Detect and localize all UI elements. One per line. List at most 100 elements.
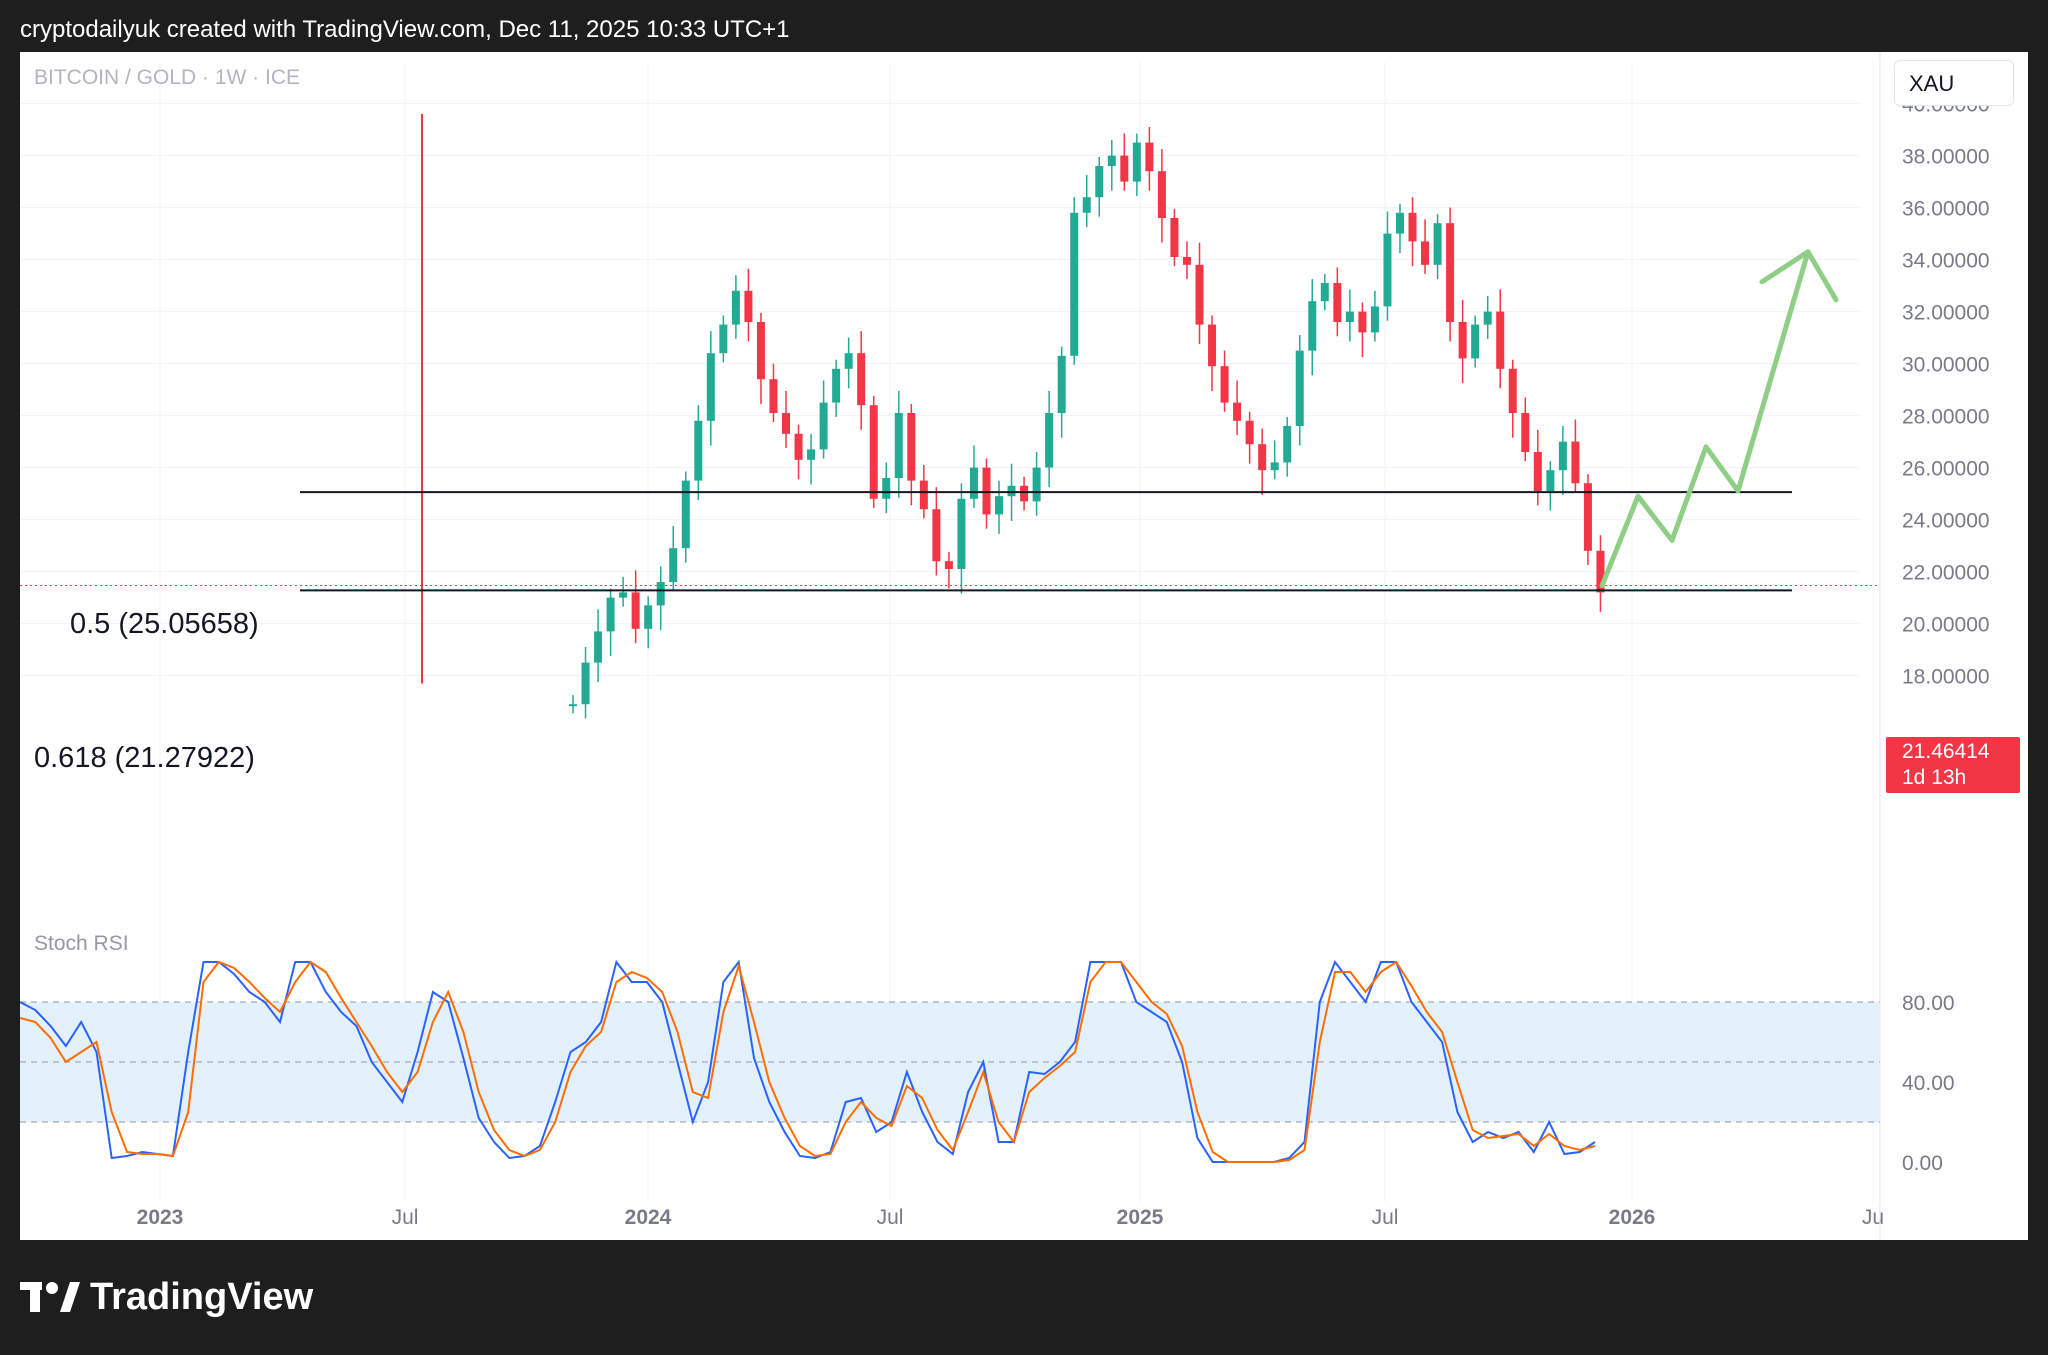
candle-body <box>907 413 916 481</box>
candle-body <box>1208 324 1217 367</box>
candle-body <box>1546 470 1555 491</box>
chart-canvas[interactable]: 18.00000 20.00000 22.00000 24.00000 26.00000… <box>20 52 2028 1240</box>
candle-body <box>594 631 603 663</box>
time-axis-label: Jul <box>392 1206 419 1229</box>
candle-body <box>1483 311 1492 325</box>
candle-body <box>631 592 640 629</box>
candle-body <box>1270 462 1279 471</box>
candle-body <box>744 290 753 322</box>
candle-body <box>1095 166 1104 198</box>
stoch-d-line <box>20 960 1596 1163</box>
price-axis-label: 24.00000 <box>1902 510 1990 533</box>
candle-body <box>1571 441 1580 484</box>
candle-body <box>1157 171 1166 218</box>
chart-panel[interactable]: 18.00000 20.00000 22.00000 24.00000 26.00000… <box>20 52 2028 1240</box>
indicator-title: Stoch RSI <box>34 932 129 955</box>
candle-body <box>1070 212 1079 356</box>
candle-body <box>1233 402 1242 421</box>
candle-body <box>656 582 665 606</box>
candle-body <box>957 498 966 569</box>
price-axis-label: 22.00000 <box>1902 562 1990 585</box>
candle-body <box>857 353 866 406</box>
currency-selector[interactable]: XAU <box>1894 60 2014 106</box>
candle-body <box>1082 197 1091 213</box>
candle-body <box>919 480 928 510</box>
candle-body <box>1508 368 1517 413</box>
price-axis-label: 34.00000 <box>1902 250 1990 273</box>
candle-body <box>1032 467 1041 502</box>
candle-body <box>1446 223 1455 322</box>
candle-body <box>681 480 690 549</box>
rsi-axis-label: 80.00 <box>1902 992 1955 1015</box>
price-axis-label: 30.00000 <box>1902 354 1990 377</box>
price-axis-label: 36.00000 <box>1902 198 1990 221</box>
candle-body <box>769 379 778 413</box>
candle-body <box>1057 355 1066 413</box>
candle-body <box>1045 413 1054 468</box>
price-axis-label: 28.00000 <box>1902 406 1990 429</box>
candle-body <box>1596 550 1605 593</box>
candle-body <box>669 548 678 582</box>
candle-body <box>1245 420 1254 445</box>
time-axis-label: Ju <box>1862 1206 1884 1229</box>
candle-body <box>932 509 941 562</box>
time-axis-label: 2023 <box>137 1206 184 1229</box>
stoch-k-line <box>20 959 1596 1163</box>
candle-body <box>719 324 728 354</box>
candle-body <box>1220 366 1229 403</box>
projection-arrow-head <box>1759 249 1839 303</box>
last-price-tag: 21.46414 1d 13h <box>1886 737 2020 793</box>
fib-label-0618: 0.618 (21.27922) <box>34 742 255 774</box>
candle-body <box>1145 142 1154 172</box>
candle-body <box>832 368 841 403</box>
candle-body <box>1320 283 1329 302</box>
candle-body <box>844 353 853 369</box>
time-axis-label: 2024 <box>625 1206 672 1229</box>
rsi-axis-label: 0.00 <box>1902 1152 1943 1175</box>
candle-body <box>706 353 715 421</box>
candle-body <box>1395 212 1404 234</box>
candle-body <box>807 449 816 460</box>
price-axis-label: 38.00000 <box>1902 146 1990 169</box>
candle-body <box>1383 233 1392 307</box>
candle-body <box>782 413 791 434</box>
price-axis-label: 20.00000 <box>1902 614 1990 637</box>
candle-body <box>1258 444 1267 471</box>
time-axis-label: 2025 <box>1117 1206 1164 1229</box>
candle-body <box>944 561 953 569</box>
candle-body <box>1496 311 1505 369</box>
time-axis-label: 2026 <box>1609 1206 1656 1229</box>
chart-header: cryptodailyuk created with TradingView.c… <box>20 16 790 43</box>
candle-body <box>569 704 577 707</box>
candle-body <box>969 467 978 499</box>
candle-body <box>1433 223 1442 265</box>
candle-body <box>606 597 615 632</box>
fib-label-05: 0.5 (25.05658) <box>70 608 259 640</box>
candle-body <box>1358 311 1367 333</box>
symbol-label: BITCOIN / GOLD · 1W · ICE <box>34 66 301 89</box>
candle-body <box>1458 322 1467 359</box>
candle-body <box>1295 350 1304 426</box>
candle-body <box>869 405 878 499</box>
candle-body <box>882 478 891 499</box>
candle-body <box>995 496 1004 515</box>
price-axis-label: 26.00000 <box>1902 458 1990 481</box>
candle-body <box>581 662 590 705</box>
candle-body <box>1558 441 1567 471</box>
candle-body <box>894 413 903 478</box>
tradingview-logo-icon <box>20 1282 80 1312</box>
candle-body <box>1333 283 1342 322</box>
candle-body <box>1370 306 1379 333</box>
candle-body <box>794 433 803 460</box>
candle-body <box>1308 301 1317 351</box>
candle-body <box>819 402 828 450</box>
time-axis-label: Jul <box>877 1206 904 1229</box>
tradingview-logo-text: TradingView <box>90 1275 314 1318</box>
candle-body <box>1521 413 1530 452</box>
candle-body <box>619 592 628 598</box>
candle-body <box>1120 155 1129 182</box>
projection-arrow-line <box>1599 249 1811 589</box>
price-axis-label: 32.00000 <box>1902 302 1990 325</box>
candle-body <box>731 290 740 325</box>
candle-body <box>1408 212 1417 242</box>
